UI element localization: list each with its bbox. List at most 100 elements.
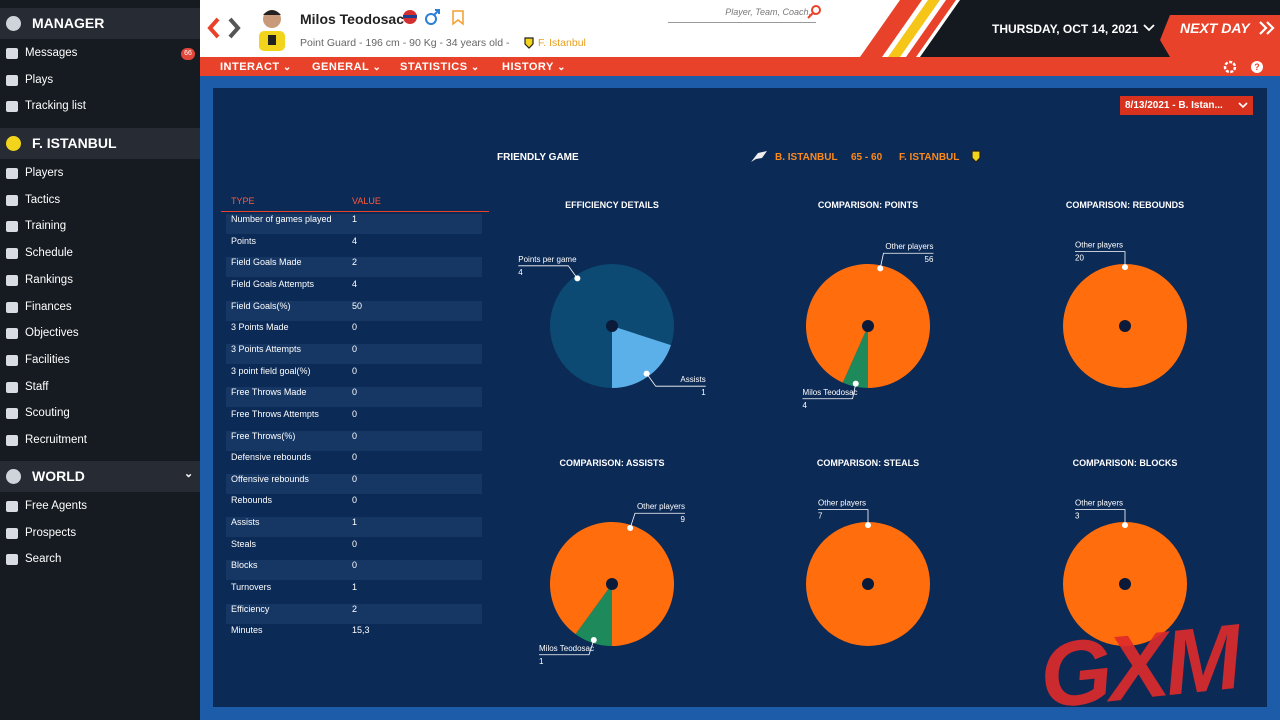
menu-icon	[6, 501, 18, 512]
menu-item-label[interactable]: STATISTICS	[400, 61, 468, 73]
game-select-text[interactable]: 8/13/2021 - B. Istan...	[1125, 100, 1223, 111]
sidebar-item[interactable]: Recruitment	[25, 434, 87, 446]
leader-line	[518, 265, 578, 279]
section-header[interactable]: WORLD ⌄	[0, 461, 200, 492]
row-type: Field Goals Made	[231, 257, 302, 268]
label-dot	[865, 522, 871, 529]
home-team[interactable]: B. ISTANBUL	[775, 152, 838, 163]
header-decoration	[860, 0, 1280, 57]
menu-chevron[interactable]: ⌄	[467, 62, 480, 73]
sidebar-item[interactable]: Scouting	[25, 407, 70, 420]
menu-item[interactable]: STATISTICS ⌄	[400, 61, 480, 73]
pie-center	[606, 320, 618, 332]
sidebar-item[interactable]: Tactics	[25, 193, 61, 206]
match-type: FRIENDLY GAME	[497, 152, 579, 163]
next-day-arrows[interactable]	[1258, 20, 1276, 36]
menu-chevron[interactable]: ⌄	[369, 62, 382, 73]
sidebar-item[interactable]: Schedule	[25, 247, 73, 260]
row-value: 0	[352, 343, 358, 354]
menu-icon	[6, 554, 18, 566]
sidebar-item[interactable]: Staff	[25, 380, 49, 393]
slice-value: 20	[1075, 254, 1084, 263]
slice-name: Milos Teodosac	[803, 388, 858, 397]
chart-title: COMPARISON: REBOUNDS	[1066, 200, 1184, 210]
row-value: 1	[352, 582, 358, 593]
menu-item[interactable]: HISTORY ⌄	[502, 61, 566, 73]
section-title[interactable]: MANAGER	[32, 15, 105, 31]
away-team[interactable]: F. ISTANBUL	[899, 152, 960, 163]
slice-value: 3	[1075, 512, 1080, 521]
player-team[interactable]: F. Istanbul	[538, 37, 586, 49]
date-dropdown[interactable]	[1142, 23, 1156, 33]
section-title[interactable]: F. ISTANBUL	[32, 135, 117, 151]
label-dot	[627, 524, 634, 531]
watermark: GXM	[1035, 605, 1243, 720]
slice-value: 4	[518, 268, 523, 277]
chart-title: COMPARISON: POINTS	[818, 200, 918, 210]
slice-name: Other players	[818, 499, 866, 508]
home-team-logo	[751, 151, 767, 162]
row-value: 0	[352, 430, 358, 441]
menu-icon	[6, 408, 18, 420]
menu-item-label[interactable]: INTERACT	[220, 61, 280, 73]
pie-slice	[575, 584, 612, 646]
sidebar-item[interactable]: Training	[25, 220, 67, 233]
slice-value: 56	[925, 255, 934, 264]
row-type: Blocks	[231, 560, 258, 571]
game-select[interactable]: 8/13/2021 - B. Istan...	[1120, 96, 1253, 115]
sidebar-item[interactable]: Search	[25, 553, 62, 566]
search-icon[interactable]	[806, 4, 822, 20]
nav-arrows[interactable]	[206, 16, 242, 40]
sidebar-item[interactable]: Messages	[25, 47, 78, 59]
slice-name: Points per game	[518, 255, 577, 264]
sidebar-item[interactable]: Tracking list	[25, 100, 86, 113]
sidebar-item[interactable]: Finances	[25, 300, 72, 313]
section-icon	[6, 16, 21, 31]
slice-name: Other players	[1075, 241, 1123, 250]
row-value: 1	[352, 214, 358, 224]
current-date: THURSDAY, OCT 14, 2021	[992, 22, 1139, 36]
menu-item[interactable]: GENERAL ⌄	[312, 61, 381, 73]
search-box[interactable]: Player, Team, Coach...	[668, 5, 816, 23]
slice-value: 1	[701, 388, 706, 397]
menu-icon	[6, 194, 18, 206]
menu-icons[interactable]: ?	[1222, 59, 1272, 75]
menu-item-label[interactable]: HISTORY	[502, 61, 554, 73]
chart-title: COMPARISON: BLOCKS	[1073, 458, 1178, 468]
sidebar-item[interactable]: Prospects	[25, 526, 77, 539]
table-row: Blocks 0	[226, 560, 482, 581]
table-header-rule	[221, 211, 489, 212]
sidebar: MANAGER Messages 66 Plays Tracking list F. IS…	[0, 0, 200, 720]
row-type: Free Throws(%)	[231, 430, 296, 441]
chart-title: COMPARISON: ASSISTS	[559, 458, 664, 468]
row-value: 1	[352, 517, 358, 528]
slice-name: Assists	[680, 375, 705, 384]
menu-icon	[6, 101, 18, 113]
sidebar-item[interactable]: Plays	[25, 73, 54, 86]
row-type: 3 point field goal(%)	[231, 365, 311, 376]
section-toggle[interactable]: ⌄	[184, 468, 194, 480]
row-value: 0	[352, 495, 358, 506]
next-day-button[interactable]: NEXT DAY	[1180, 20, 1250, 36]
label-dot	[643, 370, 650, 377]
menu-chevron[interactable]: ⌄	[553, 62, 566, 73]
game-select-arrow[interactable]	[1237, 101, 1249, 110]
row-type: Turnovers	[231, 582, 272, 593]
leader-line	[879, 252, 934, 269]
sidebar-item[interactable]: Rankings	[25, 273, 73, 286]
top-bar: Milos Teodosac Point Guard - 196 cm - 90…	[200, 0, 1280, 57]
menu-item[interactable]: INTERACT ⌄	[220, 61, 292, 73]
sidebar-item[interactable]: Free Agents	[25, 500, 88, 512]
section-title[interactable]: WORLD	[32, 468, 85, 484]
sidebar-item[interactable]: Players	[25, 167, 64, 179]
table-row: Number of games played 1	[226, 214, 482, 234]
svg-text:?: ?	[1254, 62, 1260, 72]
menu-chevron[interactable]: ⌄	[279, 62, 292, 73]
label-dot	[590, 637, 597, 644]
table-row: Rebounds 0	[226, 495, 482, 516]
row-value: 0	[352, 408, 358, 419]
sidebar-item[interactable]: Objectives	[25, 327, 79, 340]
menu-item-label[interactable]: GENERAL	[312, 61, 370, 73]
table-row: Minutes 15,3	[226, 625, 482, 646]
sidebar-item[interactable]: Facilities	[25, 353, 70, 366]
